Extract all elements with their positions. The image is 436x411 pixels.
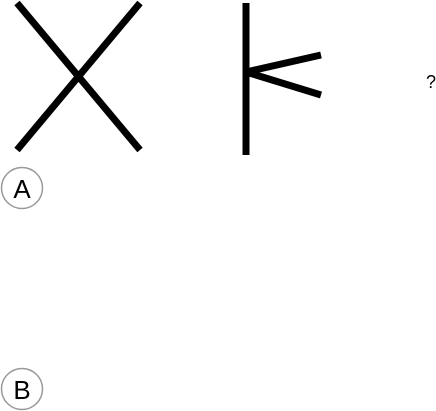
- question-mark: ?: [426, 72, 436, 92]
- option-b[interactable]: B: [0, 367, 44, 411]
- x-cross-stroke-2: [14, 0, 143, 153]
- option-b-label: B: [13, 375, 30, 405]
- option-a-label: A: [13, 174, 31, 204]
- option-a-circle: [0, 166, 44, 210]
- option-b-circle: [0, 367, 44, 411]
- wedge-lower-stroke: [244, 68, 323, 99]
- x-cross-figure: [14, 0, 143, 153]
- vertical-line-with-wedge-figure: [242, 3, 323, 155]
- option-a[interactable]: A: [0, 166, 44, 210]
- wedge-upper-stroke: [245, 51, 322, 76]
